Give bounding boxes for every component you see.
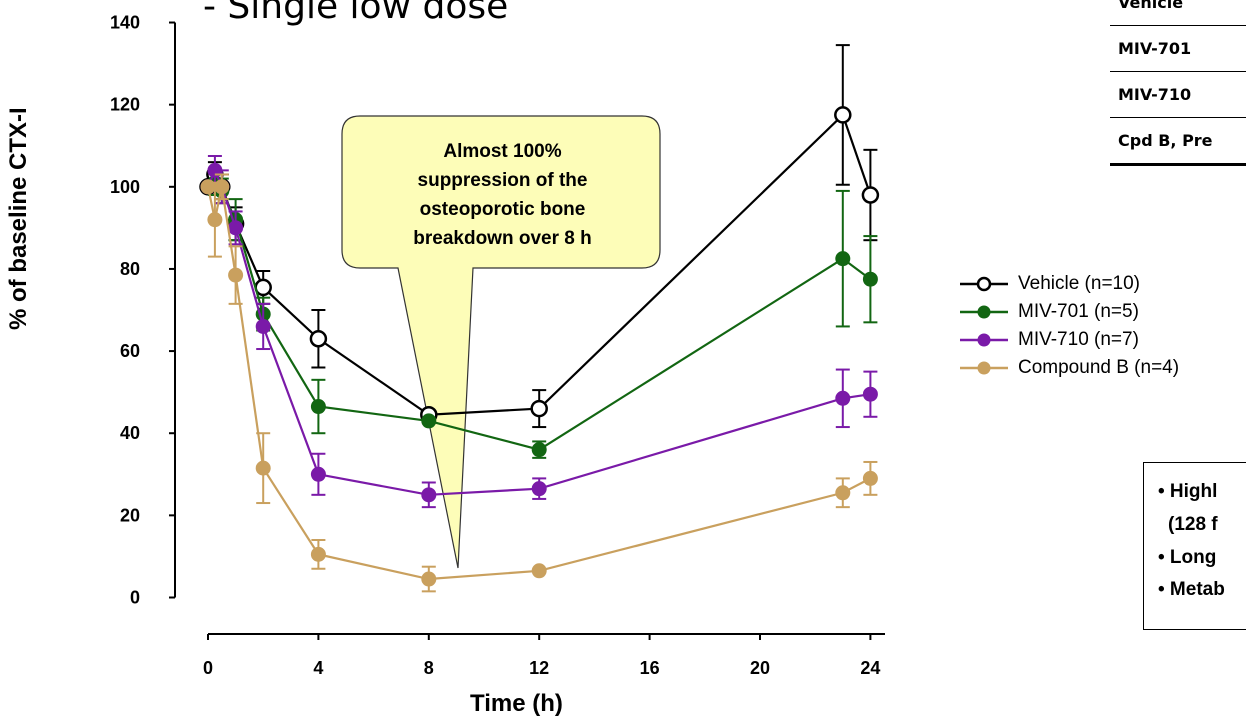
table-cell: MIV-710 (1110, 71, 1246, 118)
chart-axes: 0 20 40 60 80 100 120 140 0 4 8 12 16 20 24 (110, 13, 885, 678)
table-row: MIV-710 (1110, 71, 1246, 118)
slide-subtitle: - Single low dose (203, 0, 509, 27)
x-tick-label: 8 (424, 658, 434, 678)
y-tick-label: 20 (120, 505, 140, 525)
data-point (862, 271, 878, 287)
data-point (228, 267, 244, 283)
table-cell: MIV-701 (1110, 25, 1246, 72)
table-cell: Vehicle (1110, 0, 1246, 26)
table-row: Cpd B, Pre (1110, 117, 1246, 166)
x-tick-label: 4 (313, 658, 323, 678)
chart-legend: Vehicle (n=10) MIV-701 (n=5) MIV-710 (n=… (960, 270, 1179, 382)
legend-label: MIV-710 (n=7) (1018, 329, 1139, 350)
x-axis-label: Time (h) (470, 690, 563, 717)
data-point (255, 460, 271, 476)
callout-shape (341, 115, 661, 569)
y-tick-label: 80 (120, 259, 140, 279)
data-point (834, 106, 852, 124)
data-point (310, 399, 326, 415)
callout-line: Almost 100% (443, 141, 562, 162)
data-point (531, 563, 547, 579)
y-tick-label: 140 (110, 13, 140, 33)
data-point (421, 487, 437, 503)
data-point (861, 186, 880, 204)
note-line: (128 f (1168, 514, 1218, 535)
data-point (310, 466, 326, 482)
table-cell: Cpd B, Pre (1110, 117, 1246, 166)
legend-label: MIV-701 (n=5) (1018, 301, 1139, 322)
y-tick-label: 100 (110, 177, 140, 197)
legend-marker-miv710 (960, 333, 1008, 347)
note-line: • Highl (1158, 481, 1218, 502)
legend-marker-compound-b (960, 361, 1008, 375)
highlights-box: • Highl (128 f • Long • Metab (1143, 462, 1246, 630)
x-tick-label: 20 (750, 658, 770, 678)
data-point (835, 485, 851, 501)
callout-bubble (341, 115, 661, 569)
y-tick-label: 40 (120, 423, 140, 443)
table-row: MIV-701 (1110, 25, 1246, 72)
callout-line: suppression of the (417, 170, 588, 191)
legend-item-miv701: MIV-701 (n=5) (960, 298, 1179, 326)
data-point (530, 399, 548, 418)
data-point (835, 251, 851, 267)
x-tick-label: 16 (640, 658, 660, 678)
data-point (421, 413, 437, 429)
data-point (309, 330, 328, 348)
data-point (228, 220, 244, 236)
y-tick-label: 60 (120, 341, 140, 361)
series-line (206, 167, 871, 496)
data-point (255, 318, 271, 334)
callout-line: osteoporotic bone (419, 199, 586, 220)
series-line (206, 186, 871, 581)
table-row: Vehicle (1110, 0, 1246, 26)
x-tick-label: 0 (203, 658, 213, 678)
note-line: • Metab (1158, 579, 1225, 600)
data-point (200, 179, 216, 195)
y-tick-label: 0 (130, 588, 140, 608)
data-point (421, 571, 437, 587)
data-point (531, 481, 547, 497)
chart-series (199, 44, 880, 593)
legend-item-miv710: MIV-710 (n=7) (960, 326, 1179, 354)
x-tick-label: 24 (860, 658, 880, 678)
data-point (207, 212, 223, 228)
callout-line: breakdown over 8 h (413, 228, 592, 249)
dosing-table: Vehicle MIV-701 MIV-710 Cpd B, Pre (1110, 0, 1246, 166)
callout-text: Almost 100% suppression of the osteoporo… (350, 137, 655, 253)
data-point (310, 546, 326, 562)
legend-marker-miv701 (960, 305, 1008, 319)
data-point (531, 442, 547, 458)
series-3 (200, 173, 878, 593)
legend-label: Vehicle (n=10) (1018, 273, 1140, 294)
x-tick-label: 12 (529, 658, 549, 678)
y-tick-label: 120 (110, 95, 140, 115)
data-point (214, 179, 230, 195)
note-line: • Long (1158, 547, 1217, 568)
data-point (862, 386, 878, 402)
legend-item-compound-b: Compound B (n=4) (960, 354, 1179, 382)
data-point (207, 162, 223, 178)
legend-item-vehicle: Vehicle (n=10) (960, 270, 1179, 298)
legend-marker-vehicle (960, 276, 1008, 292)
data-point (862, 470, 878, 486)
legend-label: Compound B (n=4) (1018, 357, 1180, 378)
data-point (835, 390, 851, 406)
